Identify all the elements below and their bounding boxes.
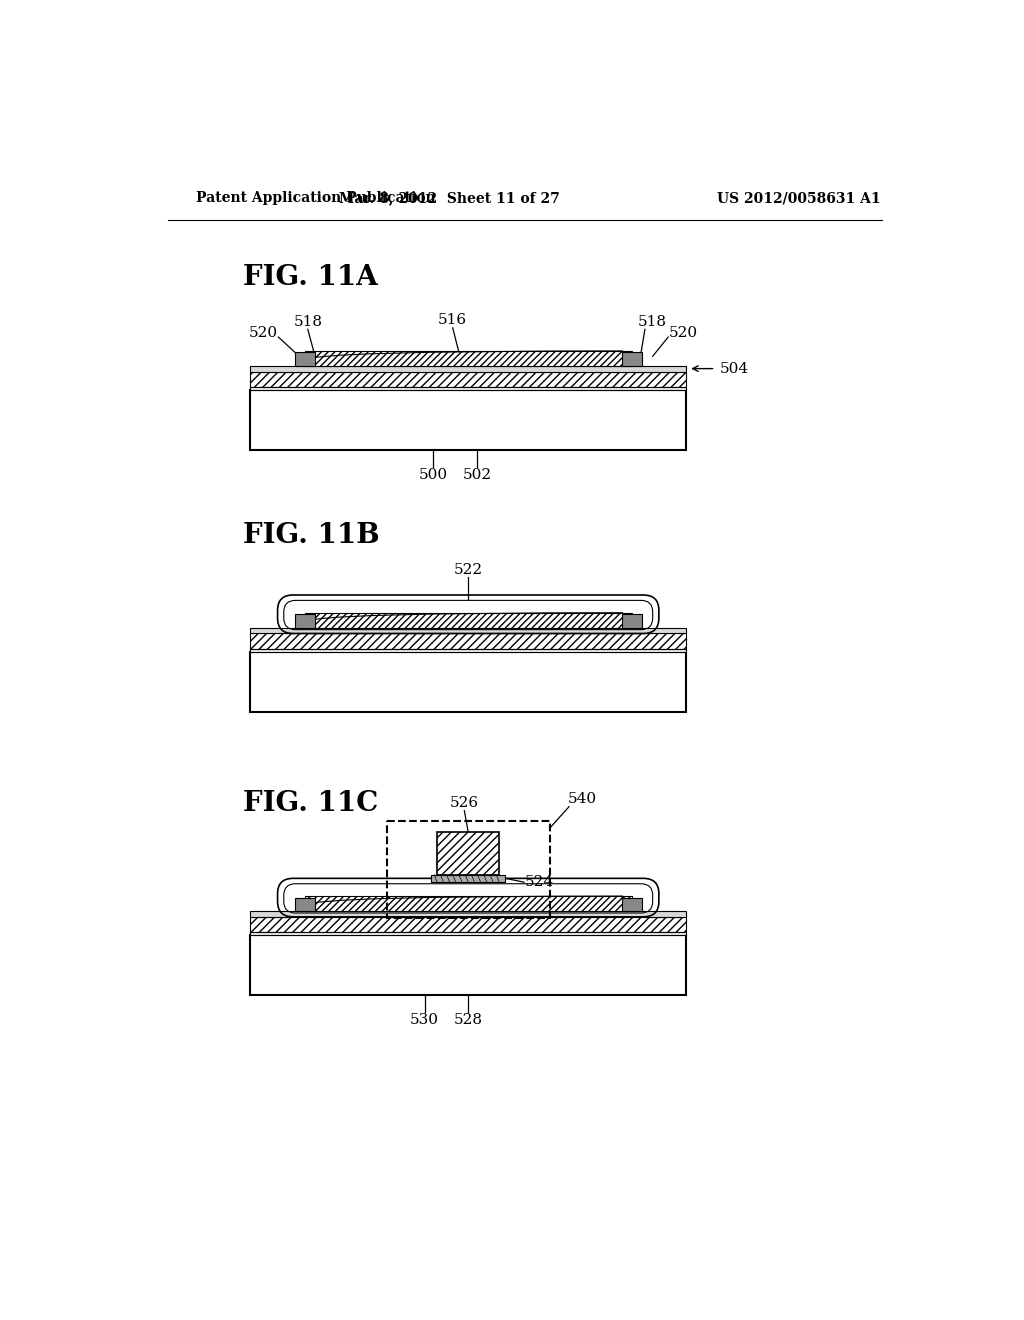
Bar: [437, 832, 500, 874]
Text: 500: 500: [419, 467, 447, 482]
Bar: [623, 352, 642, 367]
Text: Mar. 8, 2012  Sheet 11 of 27: Mar. 8, 2012 Sheet 11 of 27: [339, 191, 560, 206]
Text: 518: 518: [638, 314, 668, 329]
Bar: [251, 628, 686, 634]
Bar: [305, 612, 632, 628]
Bar: [295, 614, 314, 628]
Bar: [251, 917, 686, 932]
Text: Patent Application Publication: Patent Application Publication: [197, 191, 436, 206]
Text: FIG. 11A: FIG. 11A: [243, 264, 378, 292]
Text: 526: 526: [450, 796, 479, 810]
Text: 502: 502: [463, 467, 492, 482]
Text: 524: 524: [525, 875, 554, 890]
Bar: [251, 372, 686, 387]
Text: 520: 520: [669, 326, 698, 341]
Text: 522: 522: [454, 562, 482, 577]
Bar: [251, 634, 686, 649]
Bar: [305, 896, 632, 911]
Text: 504: 504: [719, 362, 749, 376]
Bar: [251, 367, 686, 372]
Bar: [251, 391, 686, 450]
Bar: [305, 351, 632, 367]
Bar: [431, 874, 506, 882]
Text: 528: 528: [454, 1012, 482, 1027]
Bar: [623, 898, 642, 911]
Bar: [295, 898, 314, 911]
Bar: [251, 652, 686, 711]
Text: 530: 530: [411, 1012, 439, 1027]
Bar: [251, 936, 686, 995]
Bar: [623, 614, 642, 628]
Bar: [295, 352, 314, 367]
Bar: [251, 932, 686, 936]
Text: 518: 518: [293, 314, 323, 329]
Text: FIG. 11C: FIG. 11C: [243, 791, 378, 817]
Text: 520: 520: [248, 326, 278, 341]
Bar: [251, 649, 686, 652]
Text: 516: 516: [438, 313, 467, 327]
Bar: [251, 387, 686, 391]
Text: FIG. 11B: FIG. 11B: [243, 523, 379, 549]
Bar: [387, 821, 550, 917]
Bar: [251, 911, 686, 917]
Text: US 2012/0058631 A1: US 2012/0058631 A1: [717, 191, 881, 206]
Text: 540: 540: [567, 792, 597, 807]
